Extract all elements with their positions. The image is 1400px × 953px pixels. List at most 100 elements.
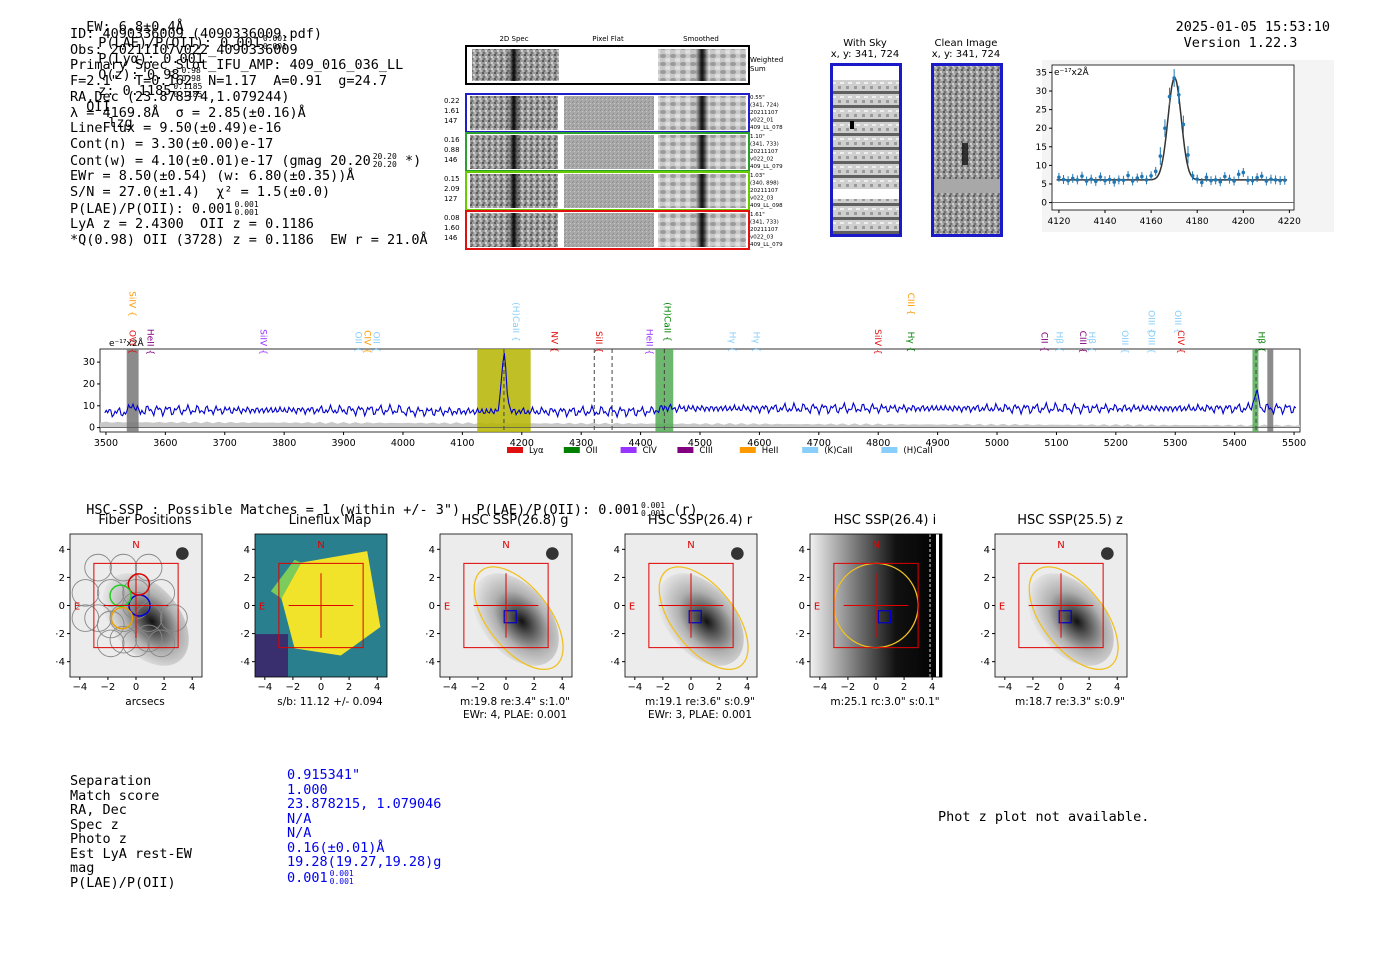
spectrum-xtick-label: 3500	[94, 438, 118, 449]
cutout-ytick-label: −2	[611, 629, 620, 640]
match-value: N/A	[287, 825, 312, 841]
cutout-ytick-label: 2	[244, 573, 250, 584]
spectrum-line-label: CIII {	[1077, 331, 1087, 354]
spectrum-ytick-label: 10	[83, 401, 95, 412]
zoom-point	[1084, 179, 1089, 183]
spectrum-ytick-label: 30	[83, 357, 95, 368]
spectrum-shaded-region	[477, 349, 531, 432]
cutout-xtick-label: −4	[72, 682, 87, 690]
spec2d-row-line	[508, 174, 520, 208]
spectrum-yunit: e⁻¹⁷x2Å	[109, 337, 145, 349]
spectrum-line-label: Hγ {	[905, 332, 915, 353]
fiber-circle	[134, 604, 163, 632]
zoom-ytick-label: 15	[1036, 143, 1047, 153]
hsc-panel-title: Fiber Positions	[98, 513, 192, 528]
match-value: 23.878215, 1.079046	[287, 796, 442, 812]
spectrum-line-label: CIII {	[905, 293, 915, 316]
zoom-yunit: e⁻¹⁷x2Å	[1054, 66, 1090, 78]
zoom-point	[1236, 172, 1241, 177]
spectrum-line-label: HeII {	[644, 329, 654, 355]
cutout-xtick-label: 4	[929, 682, 935, 690]
zoom-ytick-label: 30	[1036, 87, 1048, 97]
hsc-panel-image: N E −4 −4 −2 −2 0 0 2 2 4 4	[56, 533, 203, 690]
header-z-frac: 0.1185 0.1185	[173, 82, 203, 99]
cutout-xtick-label: −4	[997, 682, 1012, 690]
fiber-circle	[84, 553, 112, 582]
zoom-point	[1176, 92, 1181, 97]
cutout-ytick-label: −2	[426, 629, 435, 640]
spectrum-xtick-label: 5300	[1163, 438, 1187, 449]
spec2d-row-meta: v022_01	[750, 118, 774, 124]
fiber-green	[109, 584, 132, 607]
zoom-point	[1282, 178, 1287, 183]
spectrum-line-label: OIII {	[1146, 310, 1156, 334]
hsc-panel-image: N E −4 −4 −2 −2 0 0 2 2 4 4	[426, 533, 573, 690]
zoom-xtick-label: 4180	[1186, 217, 1209, 227]
hsc-panel-image: N E −4 −4 −2 −2 0 0 2 2 4 4	[611, 533, 758, 690]
spectrum-line-label: OIII {	[1119, 330, 1129, 354]
zoom-point	[1149, 173, 1153, 178]
cutout-xtick-label: 2	[531, 682, 537, 690]
compass-n-label: N	[687, 540, 694, 551]
hsc-caption-line1: m:19.8 re:3.4" s:1.0"	[460, 696, 570, 708]
zoom-point	[1153, 169, 1158, 174]
spec2d-row-stat: 0.15	[444, 175, 460, 183]
compass-e-label: E	[814, 602, 820, 613]
hsc-caption-line1: m:19.1 re:3.6" s:0.9"	[645, 696, 755, 708]
cutout-xtick-label: 4	[189, 682, 195, 690]
zoom-point	[1172, 76, 1176, 80]
spectrum-xtick-label: 5100	[1044, 438, 1068, 449]
hsc-caption-line1: m:18.7 re:3.3" s:0.9"	[1015, 696, 1125, 708]
spec2d-row-stat: 147	[444, 117, 457, 125]
spectrum-xtick-label: 4100	[450, 438, 474, 449]
fiber-circle	[96, 610, 125, 639]
spec2d-row-meta: 20211107	[750, 227, 778, 233]
spectrum-line-label: OIII {	[1146, 330, 1156, 354]
cutout-ytick-label: 4	[614, 545, 620, 556]
zoom-point	[1140, 174, 1144, 179]
zoom-point	[1195, 177, 1199, 181]
spec2d-row-flat	[564, 135, 654, 169]
spec2d-row-flat	[564, 213, 654, 247]
zoom-ytick-label: 35	[1036, 68, 1047, 78]
zoom-xtick-label: 4200	[1232, 217, 1255, 227]
hsc-caption-line2: EWr: 3, PLAE: 0.001	[647, 709, 753, 721]
cutout-ytick-label: 4	[59, 545, 65, 556]
info-q: *Q(0.98) OII (3728) z = 0.1186 EW r = 21…	[70, 232, 428, 249]
match-value-plae: 0.001 0.001 0.001	[287, 868, 354, 886]
cutout-xtick-label: −4	[627, 682, 642, 690]
cutout-ytick-label: −4	[56, 657, 65, 668]
compass-e-label: E	[999, 602, 1005, 613]
cutout-xtick-label: 0	[318, 682, 324, 690]
spec2d-row-meta: (341, 733)	[750, 220, 779, 226]
cutout-ytick-label: 0	[799, 601, 805, 612]
header-z-line: OII	[86, 99, 111, 115]
match-box	[877, 610, 892, 624]
spectrum-shaded-region	[1252, 349, 1259, 432]
hsc-caption-line1: m:25.1 rc:3.0" s:0.1"	[830, 696, 940, 708]
hsc-panel-caption: m:25.1 rc:3.0" s:0.1"	[790, 696, 980, 709]
match-label: RA, Dec	[70, 802, 127, 818]
spectrum-legend-swatch	[563, 447, 580, 453]
zoom-xtick-label: 4220	[1278, 217, 1301, 227]
cutout-xtick-label: −4	[442, 682, 457, 690]
cutout-xtick-label: −2	[656, 682, 671, 690]
spec2d-row-meta: (341, 724)	[750, 103, 779, 109]
cutout-ytick-label: −4	[426, 657, 435, 668]
spectrum-line-label: Hβ {	[1086, 331, 1096, 352]
zoom-plot-area	[1051, 64, 1295, 211]
spec2d-row-smoothed-line	[695, 135, 709, 169]
cutout-ytick-label: 0	[614, 601, 620, 612]
spectrum-line-label: CIV {	[361, 330, 371, 354]
match-box	[688, 610, 702, 624]
spec2d-row-flat	[564, 96, 654, 130]
spectrum-legend-label: (K)CaII	[824, 446, 852, 456]
cutout-ytick-label: 4	[984, 545, 990, 556]
spec2d-row-stat: 0.88	[444, 146, 460, 154]
red-box	[833, 562, 919, 649]
spec2d-row-stat: 146	[444, 156, 458, 164]
aperture-ellipse	[658, 566, 749, 671]
cutout-xtick-label: −2	[841, 682, 856, 690]
spectrum-line-label: CII {	[1039, 332, 1049, 352]
spectrum-legend-label: Lyα	[529, 446, 544, 456]
